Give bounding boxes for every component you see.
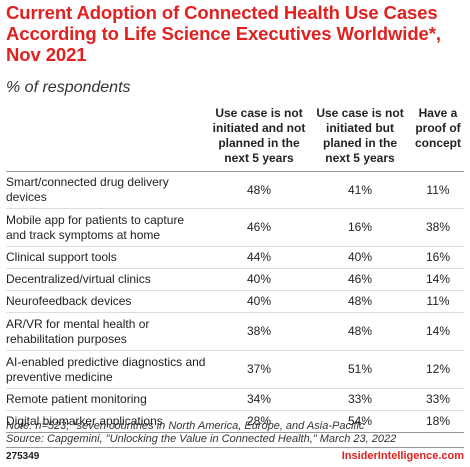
chart-id: 275349	[6, 451, 40, 462]
row-label: Smart/connected drug delivery devices	[6, 175, 169, 204]
data-label: 33%	[425, 392, 451, 406]
data-label: 11%	[426, 182, 450, 197]
data-label: 28%	[246, 414, 272, 428]
header-row: Use case is not initiated and not planne…	[6, 101, 464, 172]
data-label: 38%	[246, 324, 272, 338]
table-row: Smart/connected drug delivery devices 48%…	[6, 172, 464, 209]
data-label: 18%	[425, 414, 451, 428]
table-row: Neurofeedback devices 40% 48% 11%	[6, 291, 464, 313]
data-label: 37%	[246, 362, 272, 376]
table-row: Remote patient monitoring 34% 33% 33%	[6, 389, 464, 411]
data-label: 46%	[347, 272, 373, 286]
row-label: Decentralized/virtual clinics	[6, 272, 151, 286]
note-text: Note: n=523; *seven countries in North A…	[6, 420, 365, 432]
table-row: AI-enabled predictive diagnostics and pr…	[6, 351, 464, 389]
data-label: 16%	[347, 220, 373, 234]
column-header: Have a proof of concept	[414, 106, 461, 150]
bottom-divider	[6, 447, 464, 448]
data-label: 48%	[246, 182, 272, 197]
table-row: Digital biomarker applications 28% 54% 18%	[6, 411, 464, 433]
adoption-table: Use case is not initiated and not planne…	[6, 101, 464, 433]
row-label: Digital biomarker applications	[6, 414, 163, 428]
table-row: Clinical support tools 44% 40% 16%	[6, 247, 464, 269]
header-label-blank	[6, 101, 210, 172]
column-header: Use case is not initiated but planed in …	[316, 106, 404, 165]
table-row: Decentralized/virtual clinics 40% 46% 14%	[6, 269, 464, 291]
data-label: 44%	[246, 250, 272, 264]
row-label: AR/VR for mental health or rehabilitatio…	[6, 316, 150, 346]
data-label: 40%	[246, 272, 272, 286]
row-label: Remote patient monitoring	[6, 392, 147, 406]
data-label: 34%	[246, 392, 272, 406]
row-label: AI-enabled predictive diagnostics and pr…	[6, 354, 206, 384]
data-label: 14%	[425, 324, 451, 338]
row-label: Neurofeedback devices	[6, 294, 132, 308]
data-label: 33%	[347, 392, 373, 406]
chart-title: Current Adoption of Connected Health Use…	[6, 2, 441, 65]
table-body: Smart/connected drug delivery devices 48%…	[6, 172, 464, 433]
data-label: 41%	[347, 182, 373, 197]
column-header: Use case is not initiated and not planne…	[212, 106, 306, 165]
data-label: 40%	[347, 250, 373, 264]
data-label: 16%	[425, 250, 451, 264]
data-label: 14%	[425, 272, 451, 286]
data-label: 54%	[347, 414, 373, 428]
brand-link[interactable]: InsiderIntelligence.com	[341, 450, 464, 462]
data-label: 46%	[246, 220, 272, 234]
table-row: AR/VR for mental health or rehabilitatio…	[6, 313, 464, 351]
data-label: 11%	[426, 294, 450, 308]
row-label: Mobile app for patients to capture and t…	[6, 212, 185, 242]
chart-subtitle: % of respondents	[6, 79, 131, 96]
data-label: 12%	[425, 362, 451, 376]
data-label: 48%	[347, 294, 373, 308]
source-text: Source: Capgemini, "Unlocking the Value …	[6, 433, 397, 445]
row-label: Clinical support tools	[6, 250, 117, 264]
data-label: 38%	[425, 220, 451, 234]
data-label: 51%	[347, 362, 373, 376]
table-row: Mobile app for patients to capture and t…	[6, 209, 464, 247]
footnote: Note: n=523; *seven countries in North A…	[6, 420, 466, 446]
data-label: 40%	[246, 294, 272, 308]
data-label: 48%	[347, 324, 373, 338]
